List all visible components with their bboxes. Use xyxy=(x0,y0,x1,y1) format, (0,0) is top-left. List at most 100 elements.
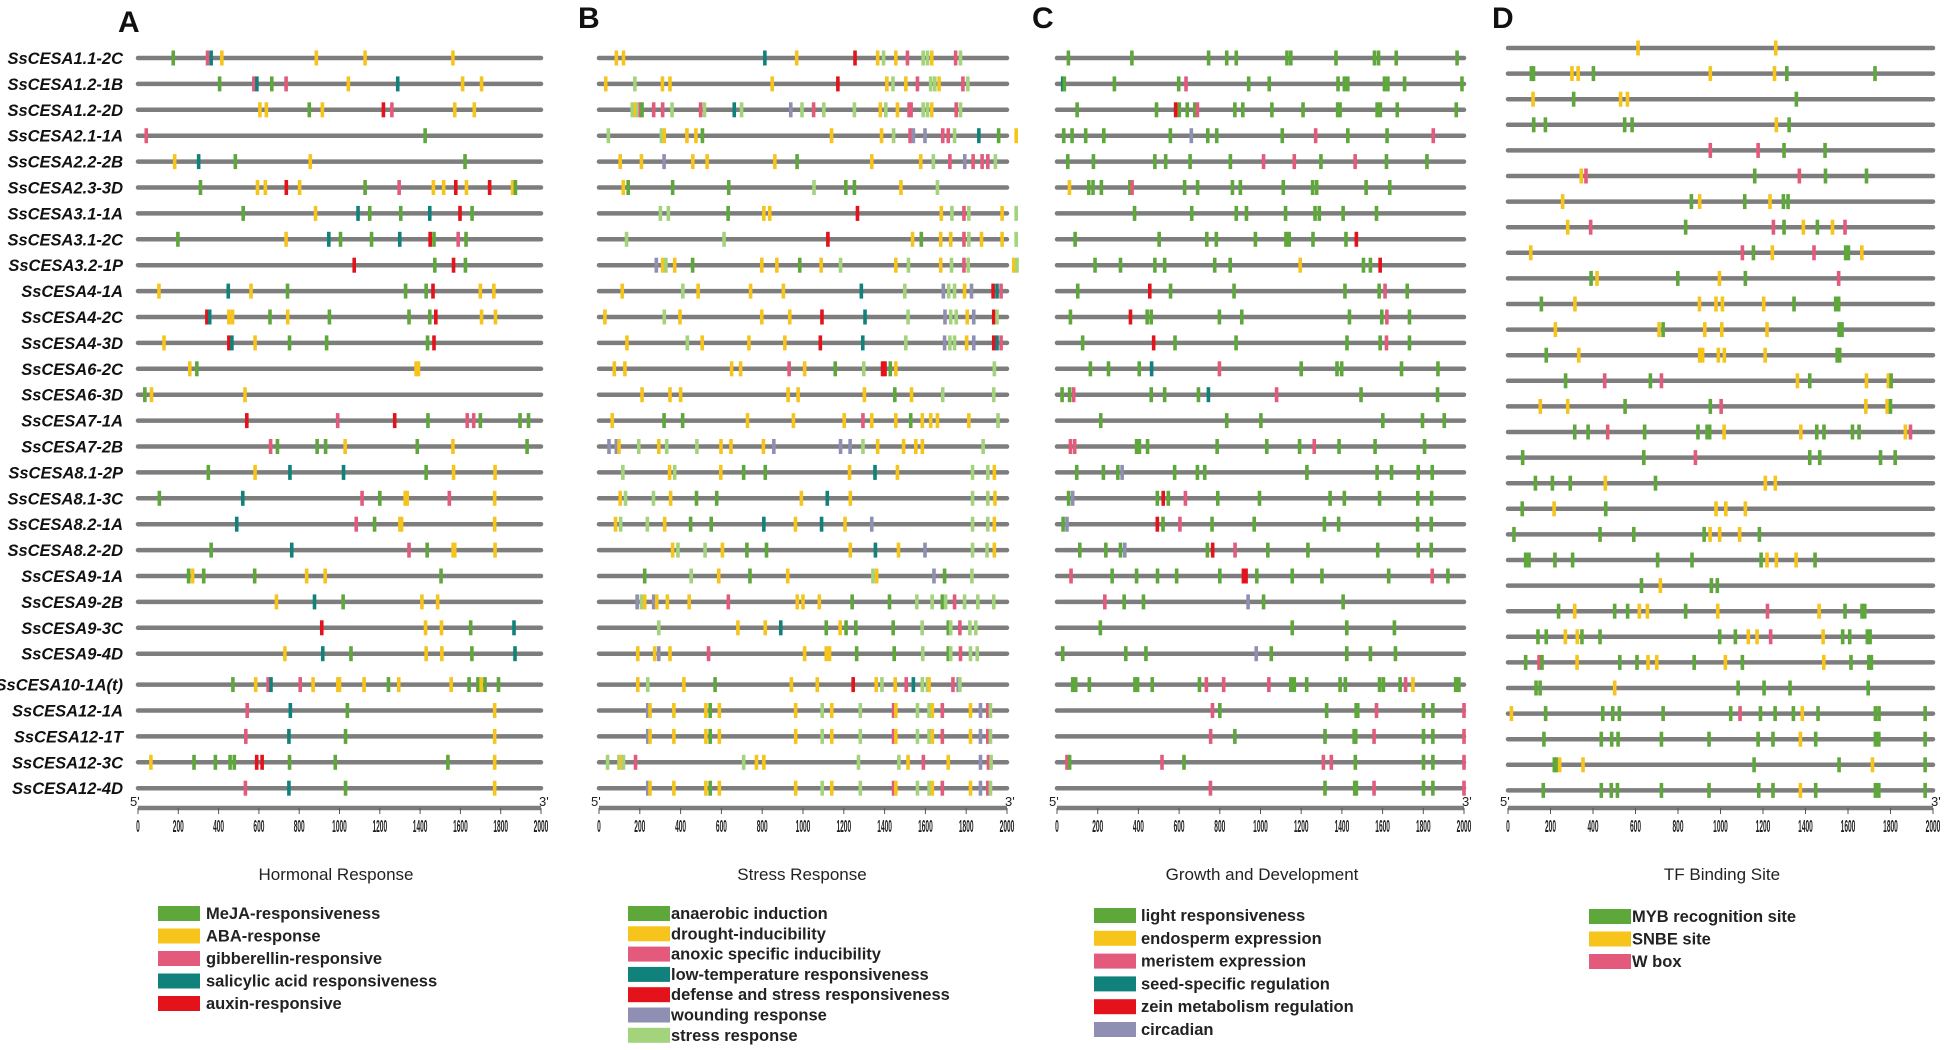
gene-label: SsCESA7-2B xyxy=(21,439,123,457)
element-marker-stress-response xyxy=(820,780,824,796)
element-marker-light-responsiveness xyxy=(1378,102,1383,118)
promoter-row xyxy=(596,283,1010,299)
element-marker-myb-recognition-site xyxy=(1544,347,1549,363)
element-marker-stress-response xyxy=(820,703,824,718)
promoter-row xyxy=(135,180,544,195)
axis-tick-label: 1200 xyxy=(836,816,851,836)
legend-swatch xyxy=(158,996,200,1011)
element-marker-anaerobic-induction xyxy=(854,620,858,636)
element-marker-drought-inducibility xyxy=(685,128,689,144)
element-marker-w-box xyxy=(1659,373,1664,389)
element-marker-stress-response xyxy=(915,728,920,744)
element-marker-stress-response xyxy=(958,102,963,118)
element-marker-salicylic-acid-responsiveness xyxy=(513,646,517,662)
promoter-row xyxy=(1505,66,1936,82)
element-marker-low-temperature-responsiveness xyxy=(863,309,867,325)
element-marker-light-responsiveness xyxy=(1425,154,1429,170)
element-marker-gibberellin-responsive xyxy=(205,50,210,66)
element-marker-drought-inducibility xyxy=(635,677,640,693)
element-marker-snbe-site xyxy=(1565,219,1570,235)
element-marker-light-responsiveness xyxy=(1214,128,1219,144)
element-marker-light-responsiveness xyxy=(1075,283,1080,299)
promoter-row xyxy=(1505,91,1936,107)
promoter-row xyxy=(596,231,1018,247)
element-marker-light-responsiveness xyxy=(1373,439,1377,454)
element-marker-stress-response xyxy=(921,102,925,118)
promoter-row xyxy=(1054,754,1467,770)
element-marker-drought-inducibility xyxy=(762,205,766,221)
legend-label: anaerobic induction xyxy=(671,905,828,923)
element-marker-wounding-response xyxy=(656,646,661,662)
element-marker-aba-response xyxy=(304,568,309,584)
legend-swatch xyxy=(1094,999,1136,1015)
element-marker-light-responsiveness xyxy=(1061,128,1066,144)
element-marker-snbe-site xyxy=(1575,654,1579,670)
element-marker-w-box xyxy=(1812,245,1816,261)
element-marker-drought-inducibility xyxy=(875,439,880,454)
element-marker-aba-response xyxy=(190,568,195,584)
element-marker-drought-inducibility xyxy=(992,464,997,480)
element-marker-meja-responsiveness xyxy=(213,754,218,770)
element-marker-light-responsiveness xyxy=(1310,180,1315,195)
element-marker-light-responsiveness xyxy=(1137,439,1142,454)
element-marker-aba-response xyxy=(320,102,325,118)
element-marker-drought-inducibility xyxy=(720,542,725,558)
element-marker-myb-recognition-site xyxy=(1642,424,1647,440)
element-marker-light-responsiveness xyxy=(1386,568,1391,584)
element-marker-snbe-site xyxy=(1618,91,1623,107)
element-marker-light-responsiveness xyxy=(1422,439,1427,454)
element-marker-drought-inducibility xyxy=(920,413,925,429)
gene-label: SsCESA8.2-2D xyxy=(7,542,123,560)
element-marker-drought-inducibility xyxy=(848,490,853,506)
element-marker-light-responsiveness xyxy=(1173,335,1177,351)
element-marker-wounding-response xyxy=(607,439,611,454)
element-marker-meristem-expression xyxy=(1233,542,1237,558)
element-marker-anaerobic-induction xyxy=(670,180,675,195)
element-marker-light-responsiveness xyxy=(1266,542,1270,558)
element-marker-myb-recognition-site xyxy=(1635,654,1639,670)
element-marker-anaerobic-induction xyxy=(797,257,802,273)
element-marker-drought-inducibility xyxy=(682,677,686,693)
element-marker-myb-recognition-site xyxy=(1840,629,1845,645)
element-marker-light-responsiveness xyxy=(1205,542,1210,558)
element-marker-circadian xyxy=(1254,646,1259,662)
legend-label: light responsiveness xyxy=(1141,907,1305,925)
element-marker-snbe-site xyxy=(1708,526,1712,542)
element-marker-myb-recognition-site xyxy=(1609,731,1614,747)
element-marker-stress-response xyxy=(986,516,990,532)
element-marker-aba-response xyxy=(451,50,455,66)
element-marker-light-responsiveness xyxy=(1234,50,1239,66)
element-marker-drought-inducibility xyxy=(1000,231,1004,247)
element-marker-light-responsiveness xyxy=(1257,490,1262,506)
element-marker-aba-response xyxy=(313,205,318,221)
element-marker-stress-response xyxy=(656,620,661,636)
position-axis: 5' 3'0 200 400 600 800 1000 1200 1400 1600 1800 200… xyxy=(130,794,549,836)
promoter-row xyxy=(135,490,544,506)
element-marker-aba-response xyxy=(435,594,440,610)
element-marker-light-responsiveness xyxy=(1420,413,1425,429)
axis-tick-label: 200 xyxy=(1545,816,1556,836)
element-marker-zein-metabolism-regulation xyxy=(1128,309,1133,325)
promoter-row xyxy=(135,439,544,454)
element-marker-meristem-expression xyxy=(1383,283,1387,299)
promoter-row xyxy=(596,780,1010,796)
element-marker-aba-response xyxy=(464,180,469,195)
element-marker-myb-recognition-site xyxy=(1752,757,1756,773)
panel-c: C5' 3'0 200 400 600 800 1000 1200 1400 1600 1800 20… xyxy=(1032,2,1472,1039)
element-marker-light-responsiveness xyxy=(1168,283,1173,299)
element-marker-myb-recognition-site xyxy=(1659,782,1664,798)
element-marker-stress-response xyxy=(664,439,669,454)
promoter-row xyxy=(1054,128,1467,144)
element-marker-drought-inducibility xyxy=(648,703,652,718)
element-marker-myb-recognition-site xyxy=(1661,322,1665,338)
element-marker-meja-responsiveness xyxy=(195,361,199,377)
element-marker-anaerobic-induction xyxy=(690,257,695,273)
element-marker-w-box xyxy=(1708,142,1713,158)
element-marker-light-responsiveness xyxy=(1415,516,1420,532)
element-marker-anaerobic-induction xyxy=(942,568,947,584)
element-marker-stress-response xyxy=(651,490,656,506)
element-marker-meristem-expression xyxy=(1160,754,1164,770)
promoter-row xyxy=(1505,398,1936,414)
element-marker-light-responsiveness xyxy=(1133,677,1137,693)
legend-swatch xyxy=(628,926,670,942)
